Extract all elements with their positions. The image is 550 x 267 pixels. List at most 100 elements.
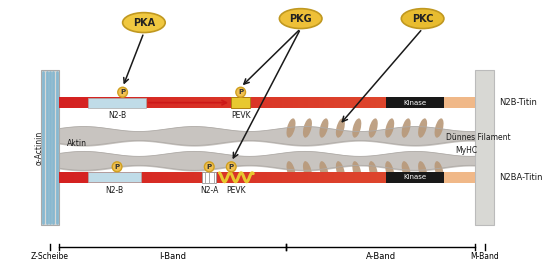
Bar [173, 97, 179, 108]
Bar [334, 97, 340, 108]
Ellipse shape [279, 9, 322, 29]
Bar [402, 97, 408, 108]
Bar [90, 97, 96, 108]
Bar [355, 97, 361, 108]
Ellipse shape [402, 9, 444, 29]
Bar [111, 172, 117, 183]
Bar [350, 97, 356, 108]
Bar [241, 97, 246, 108]
Bar [288, 172, 293, 183]
Bar [69, 97, 75, 108]
Bar [231, 97, 250, 108]
Bar [199, 172, 205, 183]
Bar [438, 172, 444, 183]
Bar [459, 97, 465, 108]
Ellipse shape [368, 161, 378, 180]
Bar [235, 172, 241, 183]
Text: PEVK: PEVK [231, 111, 250, 120]
Text: P: P [238, 89, 243, 95]
Bar [251, 97, 257, 108]
Bar [189, 172, 195, 183]
Bar [178, 172, 184, 183]
Bar [444, 97, 475, 108]
Bar [303, 172, 309, 183]
Bar [220, 172, 225, 183]
Bar [464, 172, 470, 183]
Bar [272, 172, 278, 183]
Text: P: P [207, 164, 212, 170]
Text: N2-A: N2-A [200, 186, 218, 195]
Bar [173, 172, 179, 183]
Bar [121, 172, 127, 183]
Bar [407, 172, 413, 183]
Bar [194, 172, 200, 183]
Bar [235, 97, 241, 108]
Bar [417, 97, 424, 108]
Bar [59, 172, 64, 183]
Circle shape [118, 87, 128, 97]
Bar [158, 97, 163, 108]
Bar [230, 97, 236, 108]
Bar [392, 172, 397, 183]
Bar [199, 97, 205, 108]
Bar [168, 97, 174, 108]
Bar [147, 97, 153, 108]
Ellipse shape [320, 118, 328, 138]
Bar [423, 97, 428, 108]
Bar [126, 172, 132, 183]
Ellipse shape [368, 118, 378, 138]
Text: Z-Scheibe: Z-Scheibe [31, 252, 69, 261]
Bar [444, 172, 449, 183]
Bar [64, 172, 70, 183]
Text: PEVK: PEVK [227, 186, 246, 195]
Bar [324, 172, 329, 183]
Text: Kinase: Kinase [403, 174, 426, 180]
Bar [225, 172, 231, 183]
Text: N2BA-Titin: N2BA-Titin [499, 173, 542, 182]
Text: Kinase: Kinase [403, 100, 426, 106]
Bar [433, 97, 439, 108]
Text: P: P [120, 89, 125, 95]
Text: I-Band: I-Band [159, 252, 186, 261]
Bar [334, 172, 340, 183]
Ellipse shape [303, 161, 312, 180]
Bar [319, 172, 324, 183]
Bar [272, 97, 278, 108]
Bar [215, 172, 221, 183]
Bar [428, 172, 434, 183]
Ellipse shape [418, 161, 427, 180]
Text: PKA: PKA [133, 18, 155, 28]
Ellipse shape [385, 161, 394, 180]
Bar [163, 172, 168, 183]
Bar [202, 172, 217, 183]
Bar [340, 97, 345, 108]
Bar [90, 172, 96, 183]
Bar [433, 172, 439, 183]
Ellipse shape [320, 161, 328, 180]
Bar [417, 172, 424, 183]
Bar [59, 97, 64, 108]
Text: M-Band: M-Band [470, 252, 499, 261]
Bar [366, 97, 371, 108]
Bar [386, 97, 444, 108]
Ellipse shape [287, 118, 295, 138]
Bar [111, 97, 117, 108]
Bar [428, 97, 434, 108]
Bar [158, 172, 163, 183]
Bar [454, 172, 460, 183]
Bar [205, 172, 210, 183]
Bar [241, 172, 246, 183]
Bar [412, 172, 418, 183]
Bar [303, 97, 309, 108]
Bar [137, 172, 142, 183]
Circle shape [112, 162, 122, 172]
Bar [298, 172, 304, 183]
Bar [178, 97, 184, 108]
Bar [267, 97, 272, 108]
Text: Dünnes Filament: Dünnes Filament [446, 134, 510, 143]
Bar [88, 98, 146, 108]
Bar [376, 172, 382, 183]
Bar [246, 172, 252, 183]
Bar [324, 97, 329, 108]
Bar [345, 97, 350, 108]
